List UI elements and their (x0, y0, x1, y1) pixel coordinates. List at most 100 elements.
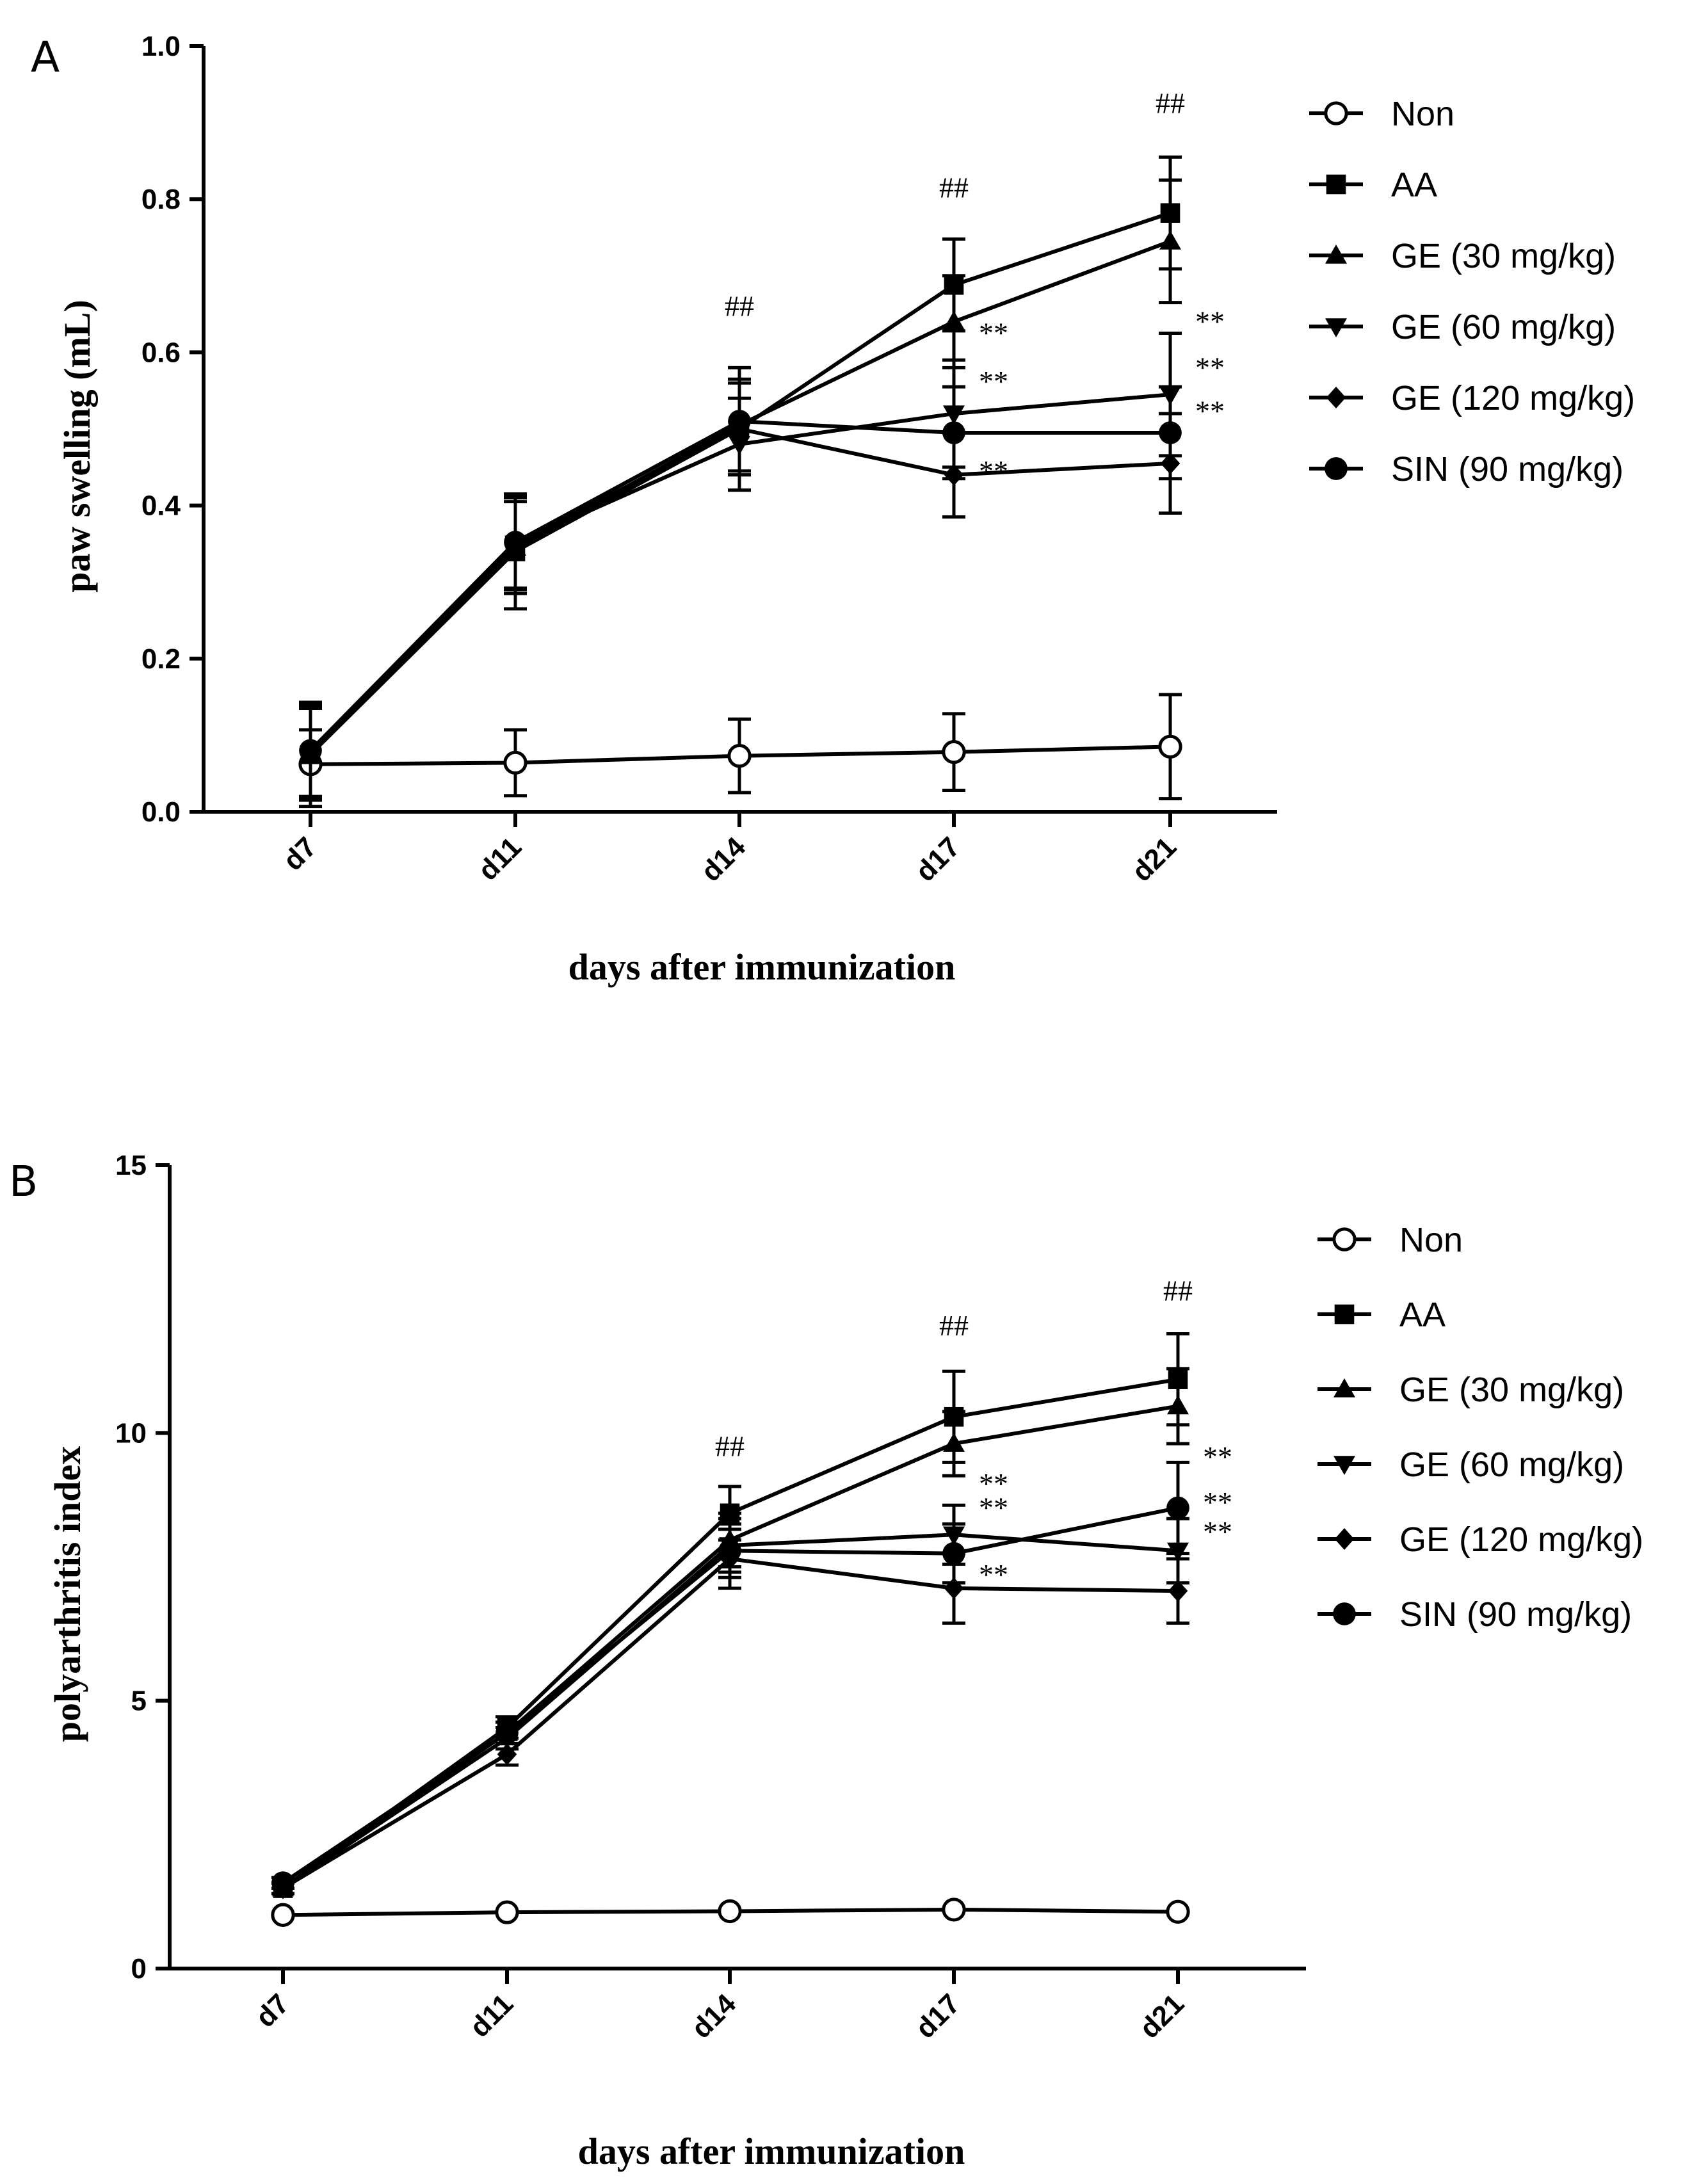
significance-stars: ** (1203, 1515, 1232, 1548)
series-non (271, 1897, 1190, 1927)
legend-b: Non AA GE (30 mg/kg) GE (60 mg/kg) GE (120 m… (1317, 1221, 1643, 1634)
legend-label: GE (120 mg/kg) (1391, 379, 1635, 417)
data-point-sin-90-mg-kg-d17 (942, 421, 965, 444)
legend-label: AA (1391, 166, 1437, 204)
x-axis-title-a: days after immunization (568, 946, 956, 988)
filled-circle-icon (1325, 457, 1348, 480)
legend-label: SIN (90 mg/kg) (1391, 450, 1623, 488)
legend-item-ge-120-mg-kg: GE (120 mg/kg) (1309, 379, 1635, 417)
triangle-down-icon (1325, 318, 1347, 337)
y-tick-label: 0.8 (141, 184, 181, 215)
triangle-down-icon (1333, 1456, 1355, 1475)
data-point-ge-120-mg-kg-d11 (497, 1743, 517, 1766)
x-tick-label-d11: d11 (464, 1988, 520, 2043)
data-point-sin-90-mg-kg-d11 (495, 1721, 519, 1744)
x-tick-label-d21: d21 (1126, 831, 1182, 887)
significance-stars: ** (979, 317, 1008, 350)
legend-item-aa: AA (1317, 1296, 1446, 1334)
legend-item-ge-60-mg-kg: GE (60 mg/kg) (1317, 1446, 1624, 1484)
data-point-non-d7 (271, 1903, 295, 1927)
data-point-sin-90-mg-kg-d14 (718, 1539, 741, 1563)
panel-a: A 0.0 0.2 0.4 0.6 0.8 1.0 d7 d11 d14 d17 d21 ## ## ##… (31, 31, 1635, 988)
legend-label: GE (120 mg/kg) (1399, 1520, 1643, 1559)
significance-hash: ## (725, 290, 754, 323)
data-point-ge-30-mg-kg-d21 (1159, 230, 1181, 250)
data-point-non-d11 (503, 750, 528, 775)
triangle-up-icon (1333, 1378, 1355, 1398)
y-tick-label: 5 (131, 1686, 147, 1717)
x-tick-label-d17: d17 (910, 1988, 966, 2044)
significance-hash: ## (939, 171, 969, 204)
filled-square-icon (1334, 1304, 1355, 1325)
legend-item-sin-90-mg-kg: SIN (90 mg/kg) (1309, 450, 1623, 488)
open-circle-icon (1324, 101, 1348, 125)
data-point-sin-90-mg-kg-d14 (728, 410, 751, 433)
data-point-non-d14 (727, 744, 752, 768)
significance-hash: ## (1163, 1275, 1193, 1307)
significance-stars: ** (979, 1467, 1008, 1500)
significance-stars: ** (1203, 1440, 1232, 1473)
legend-item-ge-30-mg-kg: GE (30 mg/kg) (1317, 1371, 1624, 1409)
data-point-ge-120-mg-kg-d21 (1168, 1580, 1188, 1602)
x-axis-title-b: days after immunization (578, 2131, 965, 2172)
significance-hash: ## (1156, 87, 1185, 120)
significance-stars: ** (979, 1558, 1008, 1591)
y-tick-label: 1.0 (141, 31, 181, 62)
legend-item-non: Non (1309, 95, 1454, 133)
y-tick-label: 0.4 (141, 490, 181, 522)
data-point-non-d14 (718, 1899, 742, 1924)
legend-label: Non (1399, 1221, 1463, 1259)
legend-item-sin-90-mg-kg: SIN (90 mg/kg) (1317, 1595, 1632, 1634)
data-point-non-d21 (1166, 1899, 1190, 1924)
data-point-ge-30-mg-kg-d17 (943, 1433, 965, 1452)
plot-area-a: 0.0 0.2 0.4 0.6 0.8 1.0 d7 d11 d14 d17 d21 ## ## ## **… (141, 31, 1277, 888)
x-tick-label-d14: d14 (686, 1988, 743, 2045)
series-line-ge-120-mg-kg (282, 1556, 1179, 1890)
significance-hash: ## (939, 1309, 969, 1342)
legend-label: SIN (90 mg/kg) (1399, 1595, 1632, 1634)
legend-label: GE (60 mg/kg) (1399, 1446, 1624, 1484)
significance-stars: ** (1195, 351, 1225, 383)
data-point-sin-90-mg-kg-d7 (299, 739, 322, 762)
legend-a: Non AA GE (30 mg/kg) GE (60 mg/kg) GE (120 m… (1309, 95, 1635, 488)
y-tick-label: 15 (115, 1150, 147, 1181)
legend-label: GE (60 mg/kg) (1391, 308, 1616, 346)
y-axis-title-a: paw swelling (mL) (56, 300, 98, 593)
y-tick-label: 0.6 (141, 337, 181, 368)
panel-letter-b: B (9, 1157, 38, 1206)
y-tick-label: 10 (115, 1417, 147, 1449)
data-point-ge-30-mg-kg-d17 (943, 310, 965, 330)
panel-letter-a: A (31, 33, 60, 82)
legend-item-ge-30-mg-kg: GE (30 mg/kg) (1309, 237, 1616, 275)
series-sin-90-mg-kg (271, 1460, 1189, 1894)
triangle-up-icon (1325, 245, 1347, 264)
legend-item-aa: AA (1309, 166, 1437, 204)
significance-stars: ** (1195, 394, 1225, 427)
legend-label: Non (1391, 95, 1454, 133)
y-axis-title-b: polyarthritis index (47, 1446, 88, 1742)
legend-label: AA (1399, 1296, 1446, 1334)
series-ge-120-mg-kg (271, 1527, 1189, 1899)
x-tick-label-d17: d17 (910, 831, 966, 887)
diamond-icon (1326, 387, 1346, 408)
significance-stars: ** (1203, 1486, 1232, 1518)
series-sin-90-mg-kg (299, 366, 1182, 798)
x-tick-label-d14: d14 (695, 831, 752, 888)
x-tick-label-d7: d7 (277, 831, 323, 876)
legend-item-non: Non (1317, 1221, 1463, 1259)
significance-stars: ** (1195, 305, 1225, 338)
legend-item-ge-60-mg-kg: GE (60 mg/kg) (1309, 308, 1616, 346)
legend-label: GE (30 mg/kg) (1391, 237, 1616, 275)
data-point-sin-90-mg-kg-d21 (1159, 421, 1182, 444)
y-tick-label: 0.2 (141, 643, 181, 675)
significance-stars: ** (979, 1491, 1008, 1524)
data-point-non-d17 (942, 740, 966, 764)
series-non (298, 693, 1182, 801)
significance-stars: ** (979, 455, 1008, 487)
data-point-non-d17 (942, 1897, 966, 1922)
x-tick-label-d21: d21 (1134, 1988, 1190, 2044)
filled-circle-icon (1333, 1602, 1356, 1625)
data-point-sin-90-mg-kg-d7 (271, 1871, 294, 1894)
